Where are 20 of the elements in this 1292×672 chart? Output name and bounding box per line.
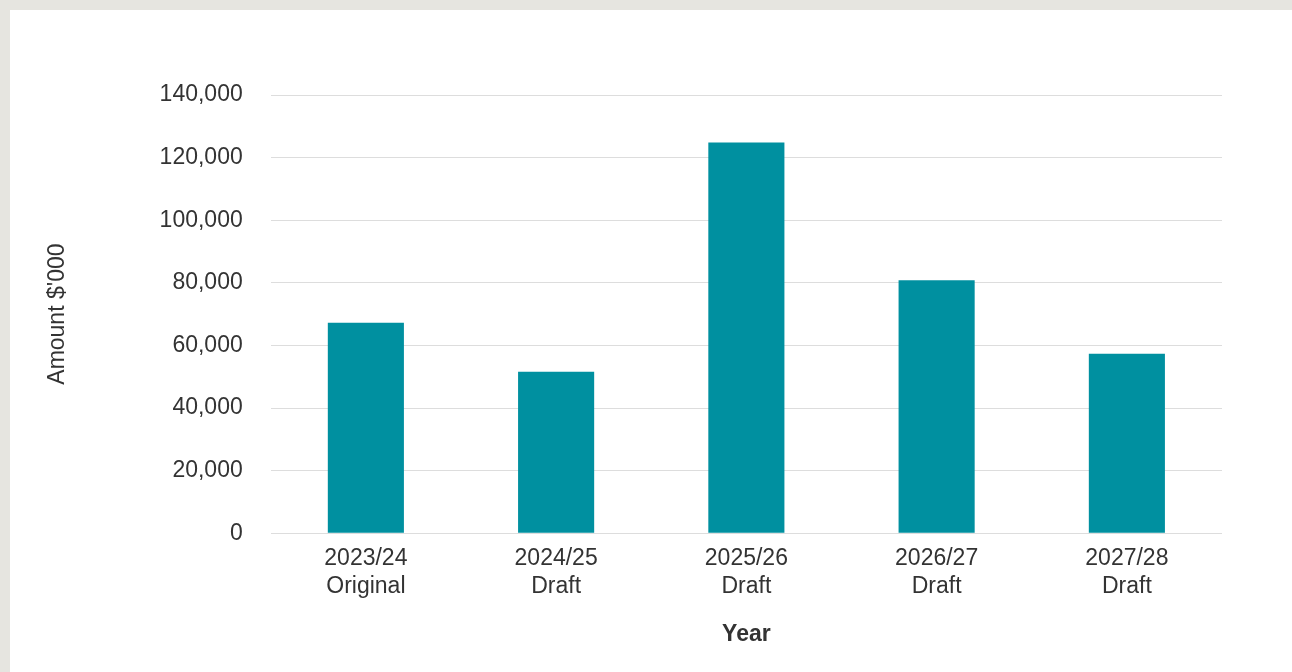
bar xyxy=(708,142,785,533)
y-tick-label: 0 xyxy=(229,518,243,545)
y-tick-label: 60,000 xyxy=(172,330,243,357)
x-tick-label: 2023/24 Original xyxy=(324,544,408,598)
y-tick-label: 40,000 xyxy=(172,393,243,420)
y-tick-label: 20,000 xyxy=(172,455,243,482)
y-tick-label: 120,000 xyxy=(159,142,243,169)
bar xyxy=(1088,353,1165,533)
y-tick-label: 140,000 xyxy=(159,80,243,107)
x-tick-label: 2027/28 Draft xyxy=(1085,544,1169,598)
y-tick-label: 100,000 xyxy=(159,205,243,232)
bar xyxy=(518,371,595,533)
y-tick-label: 80,000 xyxy=(172,268,243,295)
x-tick-label: 2026/27 Draft xyxy=(895,544,979,598)
x-tick-label: 2025/26 Draft xyxy=(704,544,788,598)
y-axis-title: Amount $'000 xyxy=(43,243,70,385)
x-tick-label: 2024/25 Draft xyxy=(514,544,598,598)
bar xyxy=(898,280,975,533)
bar xyxy=(327,322,404,533)
x-axis-title: Year xyxy=(722,619,771,646)
